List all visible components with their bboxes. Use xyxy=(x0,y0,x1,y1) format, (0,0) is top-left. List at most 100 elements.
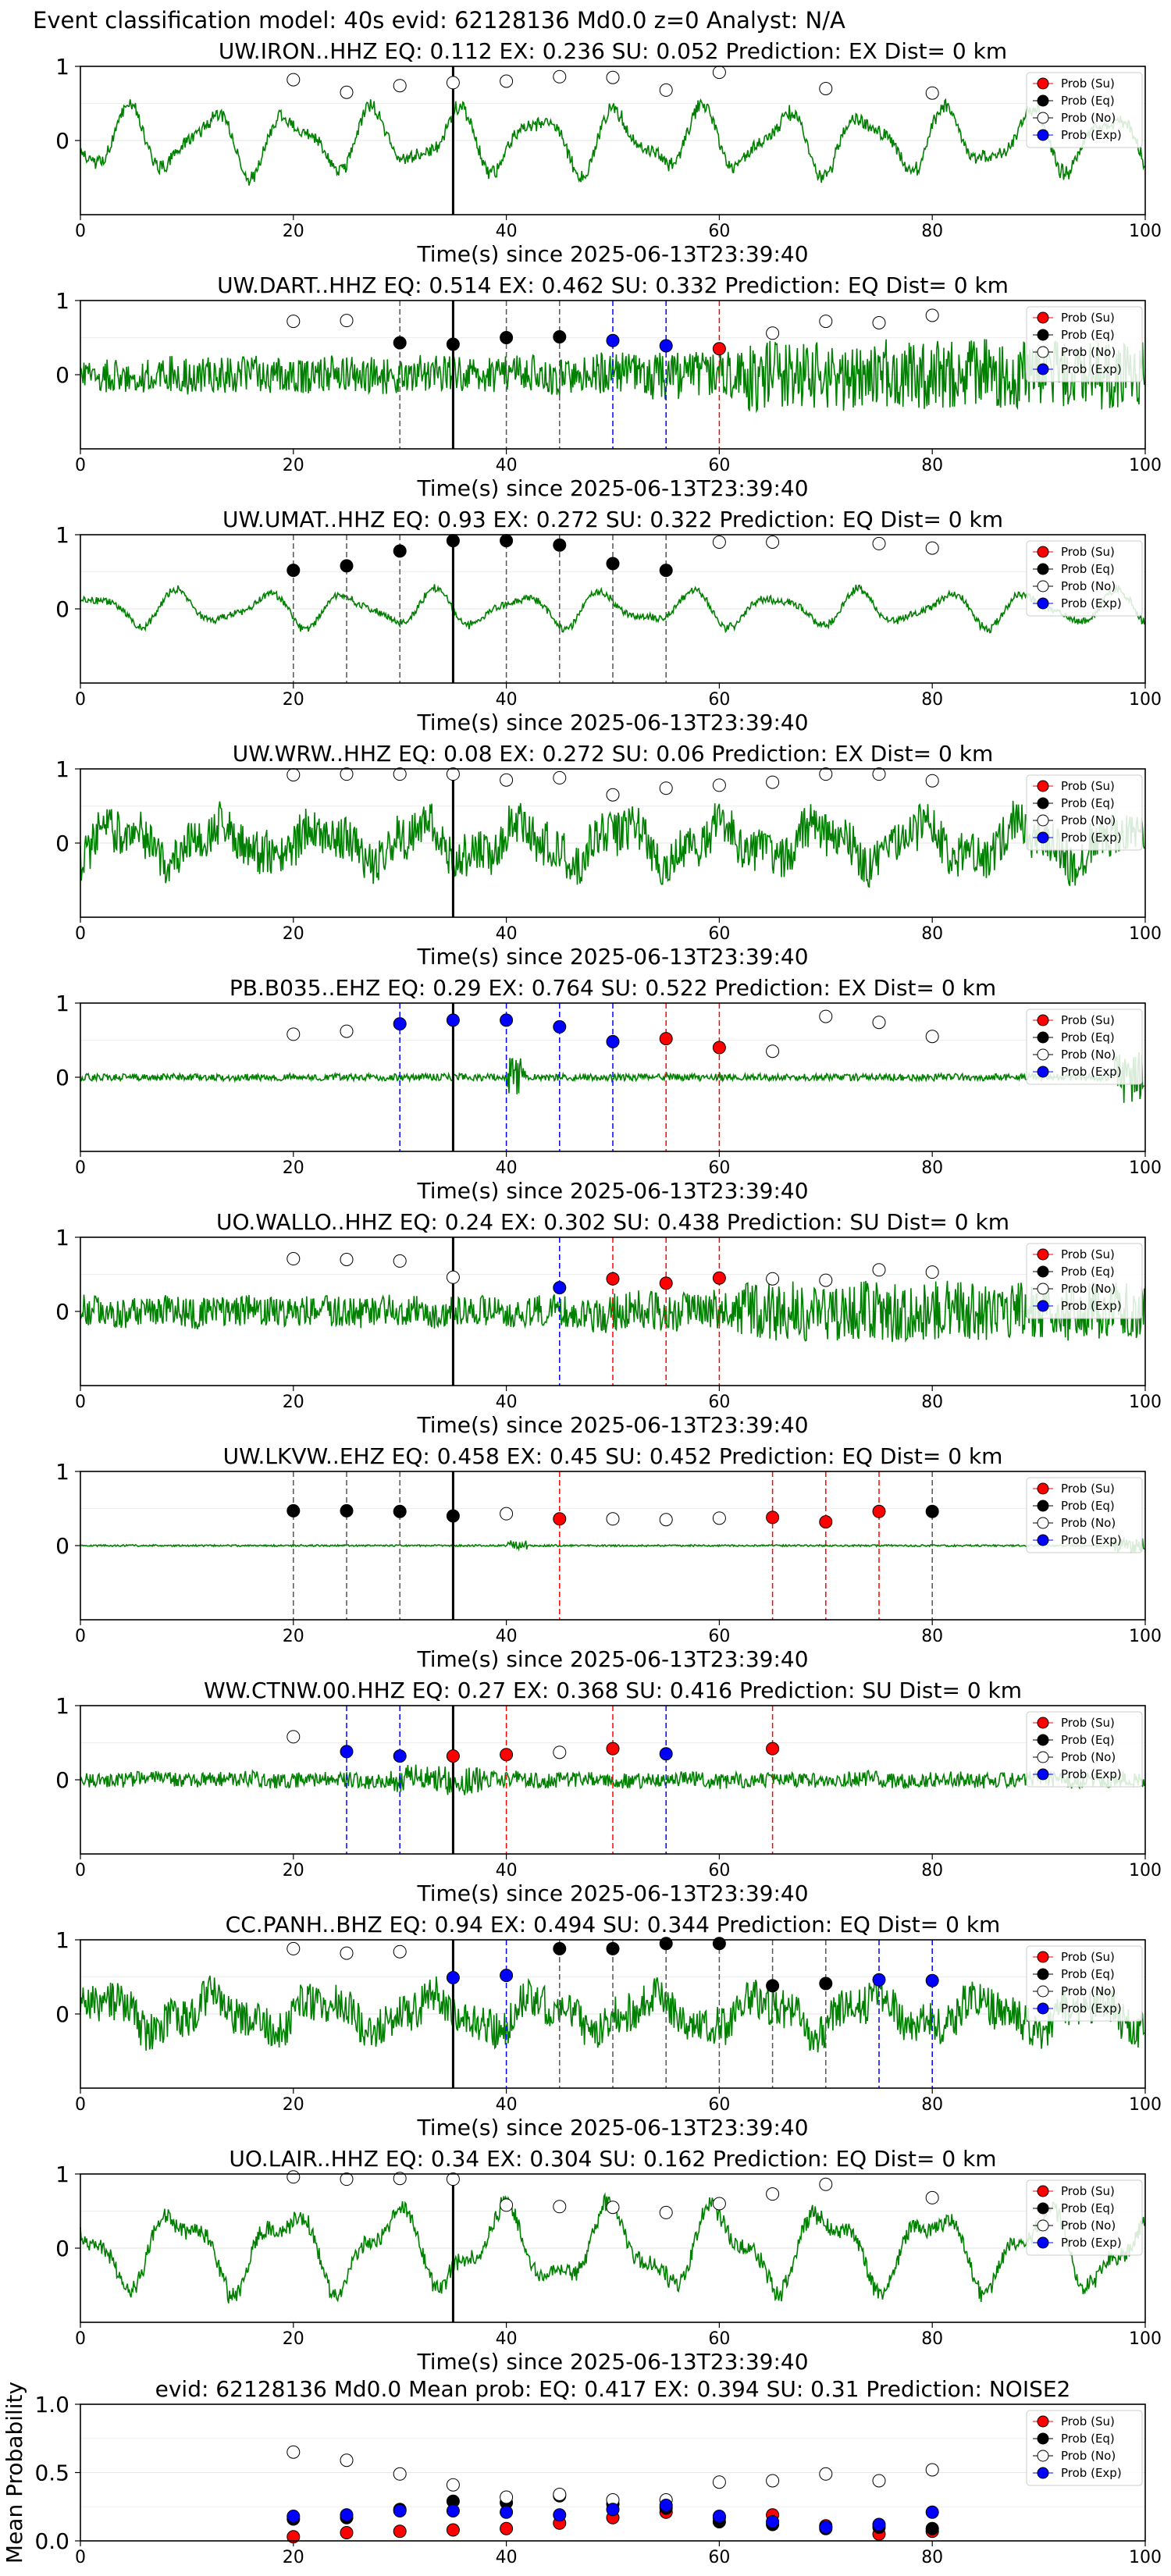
x-tick-label: 40 xyxy=(496,924,518,944)
prob-point-no xyxy=(393,2172,407,2186)
y-tick-label: 0 xyxy=(55,596,69,622)
prob-point-exp xyxy=(659,1747,673,1761)
prob-point-su xyxy=(446,1749,460,1763)
prob-point-eq xyxy=(340,559,354,573)
legend-label-no: Prob (No) xyxy=(1061,1516,1116,1530)
prob-point-eq xyxy=(446,534,460,548)
y-tick-label: 1 xyxy=(55,2161,69,2187)
prob-point-no xyxy=(819,1273,833,1287)
x-tick-label: 40 xyxy=(496,1158,518,1178)
prob-point-no xyxy=(659,1513,673,1527)
prob-point-no xyxy=(393,1254,407,1268)
prob-point-no xyxy=(766,2187,780,2201)
prob-point-no xyxy=(446,1270,460,1284)
x-tick-label: 40 xyxy=(496,1627,518,1646)
x-tick-label: 100 xyxy=(1129,1861,1162,1880)
mean-prob-point-su xyxy=(340,2526,354,2539)
legend-label-eq: Prob (Eq) xyxy=(1061,1499,1115,1513)
prob-point-no xyxy=(819,315,833,329)
prob-point-no xyxy=(446,2172,460,2186)
legend-marker-su xyxy=(1037,311,1049,324)
legend-label-exp: Prob (Exp) xyxy=(1061,362,1122,376)
x-axis-label: Time(s) since 2025-06-13T23:39:40 xyxy=(416,241,808,267)
legend-marker-su xyxy=(1037,1951,1049,1963)
prob-point-eq xyxy=(287,564,301,578)
legend-marker-eq xyxy=(1037,329,1049,341)
y-tick-label: 1 xyxy=(55,756,69,782)
x-tick-label: 100 xyxy=(1129,924,1162,944)
legend-box xyxy=(1026,1243,1143,1319)
legend-marker-no xyxy=(1037,1751,1049,1763)
panel-title: UO.LAIR..HHZ EQ: 0.34 EX: 0.304 SU: 0.16… xyxy=(229,2146,996,2172)
x-tick-label: 80 xyxy=(921,456,943,475)
legend-marker-no xyxy=(1037,2450,1049,2462)
x-tick-label: 80 xyxy=(921,1158,943,1178)
legend-marker-eq xyxy=(1037,2432,1049,2445)
prob-point-eq xyxy=(553,1941,567,1955)
prob-point-exp xyxy=(446,1970,460,1984)
prob-point-no xyxy=(766,535,780,549)
prob-point-eq xyxy=(287,1503,301,1517)
prob-point-no xyxy=(925,774,939,788)
prob-point-no xyxy=(606,2201,620,2215)
prob-point-no xyxy=(287,73,301,87)
x-axis-label: Time(s) since 2025-06-13T23:39:40 xyxy=(416,1880,808,1906)
prob-point-no xyxy=(340,1946,354,1960)
legend-marker-su xyxy=(1037,1014,1049,1026)
mean-prob-point-exp xyxy=(659,2499,673,2512)
prob-point-su xyxy=(606,1742,620,1756)
x-tick-label: 100 xyxy=(1129,1627,1162,1646)
legend-box xyxy=(1026,540,1143,617)
mean-prob-point-no xyxy=(819,2467,833,2481)
prob-point-no xyxy=(553,2200,567,2214)
prob-point-exp xyxy=(446,1013,460,1027)
x-tick-label: 60 xyxy=(708,2329,730,2349)
x-tick-label: 80 xyxy=(921,2329,943,2349)
legend-label-eq: Prob (Eq) xyxy=(1061,562,1115,576)
legend-label-no: Prob (No) xyxy=(1061,345,1116,359)
mean-prob-point-no xyxy=(766,2474,780,2488)
prob-point-eq xyxy=(393,544,407,558)
prob-point-exp xyxy=(925,1973,939,1987)
prob-point-su xyxy=(712,1041,726,1055)
prob-point-no xyxy=(766,326,780,340)
x-axis-label: Time(s) since 2025-06-13T23:39:40 xyxy=(416,1178,808,1204)
chart-panel-10: UO.LAIR..HHZ EQ: 0.34 EX: 0.304 SU: 0.16… xyxy=(55,2146,1162,2375)
chart-panel-1: UW.IRON..HHZ EQ: 0.112 EX: 0.236 SU: 0.0… xyxy=(55,38,1162,267)
y-tick-label: 0 xyxy=(55,128,69,154)
prob-point-no xyxy=(766,1044,780,1059)
prob-point-no xyxy=(712,778,726,792)
x-tick-label: 80 xyxy=(921,2548,943,2567)
prob-point-su xyxy=(500,1748,514,1762)
mean-prob-point-exp xyxy=(340,2508,354,2522)
x-axis-label: Time(s) since 2025-06-13T23:39:40 xyxy=(416,2349,808,2375)
mean-prob-point-exp xyxy=(553,2508,567,2522)
y-tick-label: 1 xyxy=(55,1927,69,1953)
prob-point-exp xyxy=(553,1281,567,1295)
prob-point-su xyxy=(659,1276,673,1290)
prob-point-exp xyxy=(872,1973,886,1987)
prob-point-su xyxy=(606,1272,620,1286)
prob-point-no xyxy=(446,767,460,781)
prob-point-no xyxy=(393,1944,407,1959)
y-tick-label: 1 xyxy=(55,288,69,314)
legend-box xyxy=(1026,72,1143,148)
legend-marker-exp xyxy=(1037,597,1049,610)
x-tick-label: 20 xyxy=(283,1393,304,1412)
x-tick-label: 80 xyxy=(921,222,943,241)
waveform-trace xyxy=(80,98,1145,186)
mean-prob-point-no xyxy=(446,2478,460,2492)
legend-label-exp: Prob (Exp) xyxy=(1061,2001,1122,2016)
prob-point-no xyxy=(340,1024,354,1038)
prob-point-no xyxy=(287,1941,301,1955)
chart-panel-9: CC.PANH..BHZ EQ: 0.94 EX: 0.494 SU: 0.34… xyxy=(55,1912,1162,2140)
x-tick-label: 40 xyxy=(496,690,518,710)
x-axis-label: Time(s) since 2025-06-13T23:39:40 xyxy=(416,710,808,735)
mean-prob-point-exp xyxy=(500,2505,514,2519)
prob-point-su xyxy=(553,1512,567,1526)
x-tick-label: 80 xyxy=(921,1393,943,1412)
mean-prob-point-su xyxy=(446,2523,460,2537)
legend-label-eq: Prob (Eq) xyxy=(1061,2432,1115,2446)
legend-marker-no xyxy=(1037,580,1049,592)
